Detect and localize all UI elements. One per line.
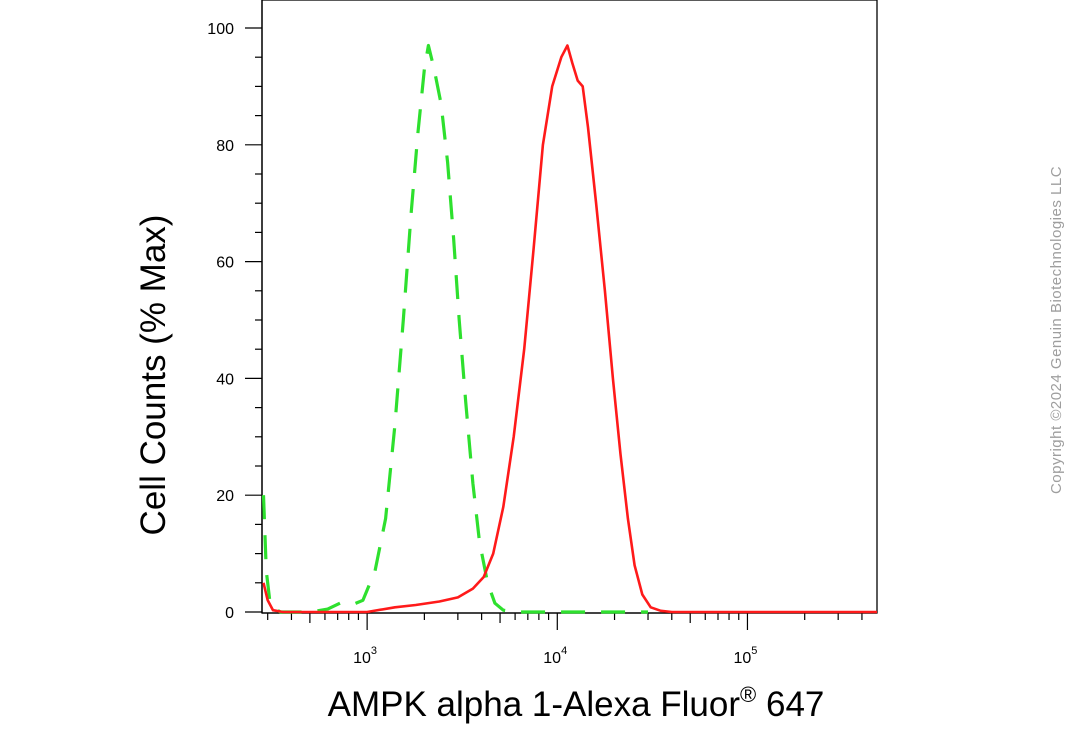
x-axis-title-suffix: 647 [756,685,824,724]
plot-frame [261,0,878,614]
y-tick-label: 20 [216,488,234,505]
x-tick-base: 10 [543,650,561,667]
y-tick-label: 60 [216,255,234,272]
y-axis-title: Cell Counts (% Max) [134,215,173,536]
y-tick-label: 40 [216,371,234,388]
y-tick-label: 80 [216,138,234,155]
histogram-series-2 [262,44,877,614]
x-axis-title-registered: ® [740,682,756,707]
y-axis: 0 20 40 60 80 100 [207,0,263,622]
series-layer [261,43,877,614]
y-tick-label: 100 [207,21,234,38]
x-tick-label: 105 [733,645,757,667]
x-tick-base: 10 [353,650,371,667]
x-tick-exponent: 5 [751,645,757,657]
x-tick-base: 10 [733,650,751,667]
copyright-watermark: Copyright ©2024 Genuin Biotechnologies L… [1048,165,1065,495]
x-tick-exponent: 4 [561,645,567,657]
x-axis: 103 104 105 [262,612,877,667]
x-tick-label: 104 [543,645,567,667]
x-tick-exponent: 3 [371,645,377,657]
x-axis-title-main: AMPK alpha 1-Alexa Fluor [328,685,741,724]
x-axis-title: AMPK alpha 1-Alexa Fluor® 647 [328,682,825,724]
y-tick-label: 0 [225,605,234,622]
x-tick-label: 103 [353,645,377,667]
histogram-series-1 [261,43,648,614]
